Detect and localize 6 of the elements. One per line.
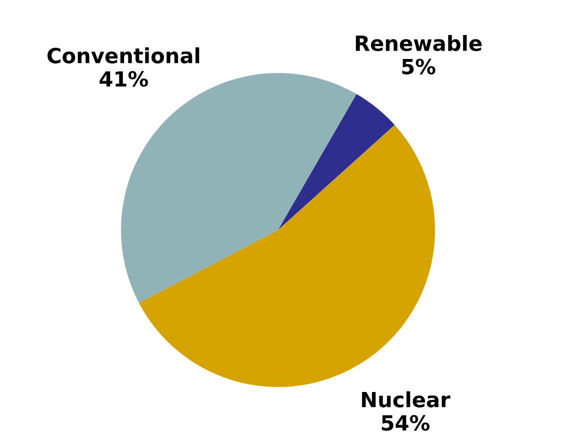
data-label: 54% (382, 415, 430, 431)
data-label: 41% (100, 71, 148, 87)
slice-label: Conventional (48, 47, 200, 64)
slice-label: Renewable (356, 34, 482, 52)
slice-label: Nuclear (362, 391, 450, 408)
data-label: 5% (402, 58, 436, 74)
